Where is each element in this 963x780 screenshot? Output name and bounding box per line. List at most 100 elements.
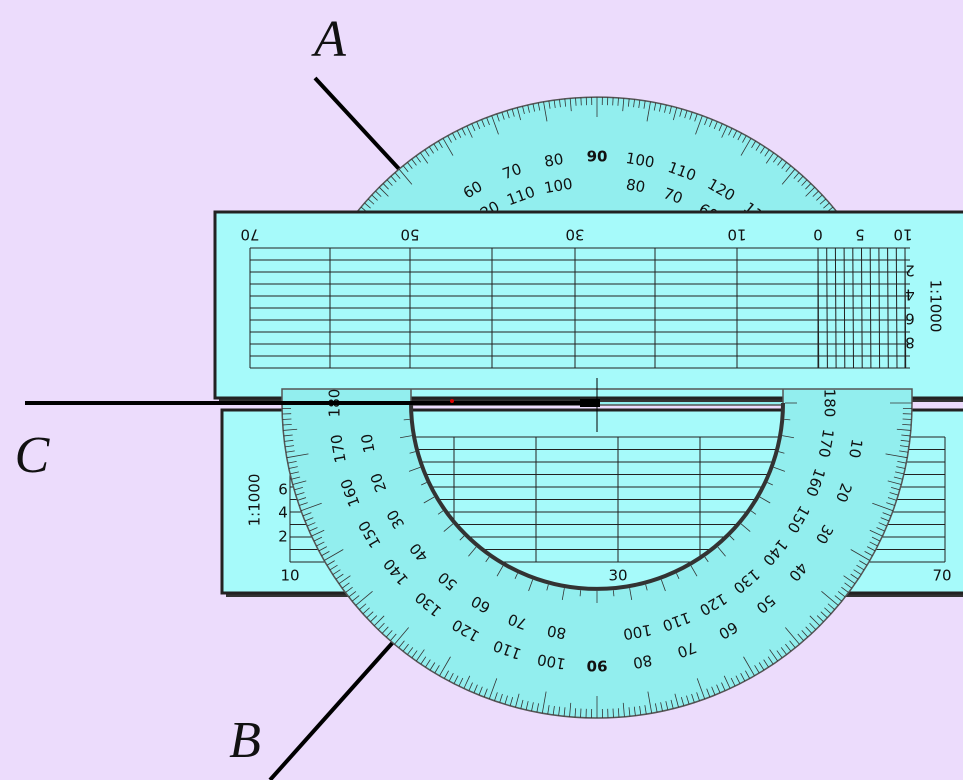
protractor-tick — [777, 158, 783, 166]
protractor-tick — [525, 701, 529, 711]
ruler-side-label: 2 — [905, 262, 915, 280]
protractor-tick — [411, 650, 418, 659]
protractor-tick — [438, 140, 443, 149]
protractor-tick — [679, 108, 683, 117]
protractor-tick — [569, 702, 572, 717]
protractor-tick — [364, 202, 371, 209]
protractor-inner-tick — [423, 496, 435, 504]
protractor-tick — [745, 670, 751, 679]
protractor-tick — [332, 569, 341, 575]
ruler-label: 70 — [932, 567, 951, 585]
protractor-tick — [390, 633, 397, 641]
protractor-tick — [871, 536, 881, 542]
protractor-tick — [458, 677, 464, 687]
protractor-tick — [653, 102, 657, 111]
protractor-inner-tick — [767, 482, 773, 486]
protractor-tick — [318, 546, 328, 552]
protractor-inner-label: 10 — [358, 432, 379, 454]
protractor-tick — [764, 149, 770, 157]
protractor-tick — [758, 662, 765, 671]
protractor-tick — [553, 99, 556, 108]
protractor-tick — [880, 517, 890, 522]
protractor-tick — [696, 678, 706, 700]
protractor-tick — [891, 486, 900, 491]
protractor-tick — [901, 434, 911, 437]
protractor-tick — [341, 582, 350, 589]
ruler-body — [213, 210, 963, 400]
ruler-label: 30 — [608, 567, 627, 585]
protractor-tick — [730, 677, 736, 687]
ruler-hatch — [869, 247, 872, 369]
protractor-tick — [628, 707, 631, 717]
protractor-tick — [743, 656, 755, 676]
ruler-side-label: 4 — [278, 504, 288, 522]
protractor-tick — [447, 135, 452, 143]
protractor-tick — [889, 492, 899, 496]
protractor-tick — [885, 453, 908, 459]
protractor-tick — [283, 434, 293, 437]
protractor-outer-label: 90 — [587, 657, 608, 675]
protractor-tick — [402, 165, 409, 173]
ruler-label: 30 — [565, 226, 584, 244]
ruler-label: 0 — [813, 226, 823, 244]
protractor-tick — [856, 564, 865, 571]
protractor-tick — [869, 529, 883, 537]
protractor-tick — [394, 172, 401, 179]
protractor-inner-label: 100 — [543, 175, 574, 198]
protractor-inner-tick — [408, 466, 421, 472]
protractor-tick — [285, 450, 295, 453]
protractor-tick — [382, 183, 389, 190]
protractor-tick — [654, 703, 658, 713]
protractor-tick — [527, 104, 530, 113]
ruler-hatch — [843, 247, 846, 369]
protractor-inner-tick — [468, 546, 477, 557]
protractor-tick — [428, 146, 434, 154]
protractor-tick — [755, 143, 761, 151]
protractor-tick — [552, 705, 555, 715]
ruler-scale: 1:1000 — [246, 474, 264, 527]
protractor-inner-tick — [660, 579, 666, 592]
protractor-tick — [443, 670, 449, 679]
protractor-outer-label: 10 — [845, 438, 866, 460]
protractor-tick — [499, 693, 503, 703]
protractor-inner-tick — [690, 565, 698, 577]
protractor-tick — [338, 575, 351, 585]
protractor-tick — [564, 98, 567, 107]
protractor-tick — [575, 97, 577, 106]
ruler-label: 50 — [400, 226, 419, 244]
protractor-tick — [463, 675, 471, 689]
protractor-tick — [378, 186, 389, 197]
ruler-side-label: 4 — [905, 286, 915, 304]
protractor-tick — [313, 536, 323, 542]
protractor-tick — [869, 541, 878, 547]
protractor-outer-label: 100 — [624, 149, 655, 172]
protractor-tick — [471, 123, 476, 132]
protractor-tick — [900, 439, 910, 442]
protractor-inner-tick — [778, 451, 785, 454]
protractor-inner-tick — [437, 510, 444, 515]
protractor-inner-tick — [421, 482, 427, 486]
protractor-tick — [638, 99, 641, 108]
protractor-tick — [658, 103, 662, 112]
protractor-inner-tick — [579, 590, 582, 597]
protractor-tick — [468, 682, 473, 691]
protractor-tick — [311, 529, 325, 537]
protractor-tick — [899, 445, 909, 448]
protractor-tick — [520, 699, 524, 709]
protractor-outer-label: 170 — [327, 433, 350, 464]
protractor-tick — [816, 194, 823, 201]
protractor-inner-label: 20 — [367, 470, 390, 494]
protractor-inner-tick — [629, 588, 633, 601]
protractor-inner-tick — [717, 546, 726, 557]
protractor-tick — [390, 175, 397, 183]
protractor-inner-tick — [399, 435, 412, 439]
protractor-tick — [834, 595, 843, 602]
protractor-tick — [789, 640, 796, 649]
protractor-tick — [704, 117, 708, 126]
protractor-tick — [548, 100, 551, 109]
protractor-tick — [760, 146, 766, 154]
protractor-inner-tick — [443, 523, 454, 532]
protractor-tick — [695, 115, 703, 135]
protractor-inner-label: 70 — [505, 610, 529, 633]
protractor-tick — [674, 693, 679, 708]
